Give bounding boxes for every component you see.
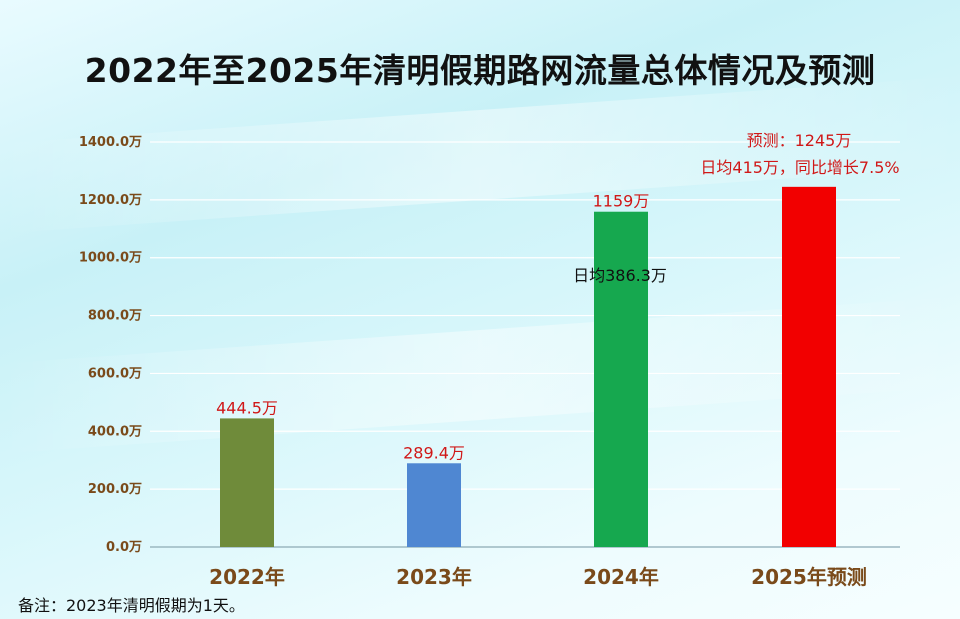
data-label: 289.4万 — [403, 443, 465, 462]
y-tick-label: 0.0万 — [106, 540, 142, 555]
y-tick-label: 1200.0万 — [79, 193, 142, 208]
x-category-label: 2023年 — [396, 565, 472, 589]
y-tick-label: 1000.0万 — [79, 251, 142, 266]
data-label: 预测：1245万 — [747, 131, 852, 150]
y-tick-label: 800.0万 — [88, 309, 142, 324]
y-tick-label: 400.0万 — [88, 424, 142, 439]
data-label: 444.5万 — [216, 398, 278, 417]
y-tick-label: 1400.0万 — [79, 135, 142, 150]
x-category-label: 2025年预测 — [751, 565, 867, 589]
data-label: 1159万 — [593, 192, 650, 211]
annotation-2025-daily: 日均415万，同比增长7.5% — [700, 158, 899, 177]
footnote: 备注：2023年清明假期为1天。 — [18, 596, 245, 615]
y-tick-label: 600.0万 — [88, 366, 142, 381]
bar — [782, 186, 836, 547]
x-category-label: 2022年 — [209, 565, 285, 589]
bar — [594, 211, 648, 548]
annotation-2024-daily: 日均386.3万 — [573, 266, 667, 285]
chart-title: 2022年至2025年清明假期路网流量总体情况及预测 — [84, 51, 876, 90]
bar — [407, 463, 461, 547]
bar — [220, 418, 274, 547]
x-category-label: 2024年 — [583, 565, 659, 589]
y-tick-label: 200.0万 — [88, 482, 142, 497]
